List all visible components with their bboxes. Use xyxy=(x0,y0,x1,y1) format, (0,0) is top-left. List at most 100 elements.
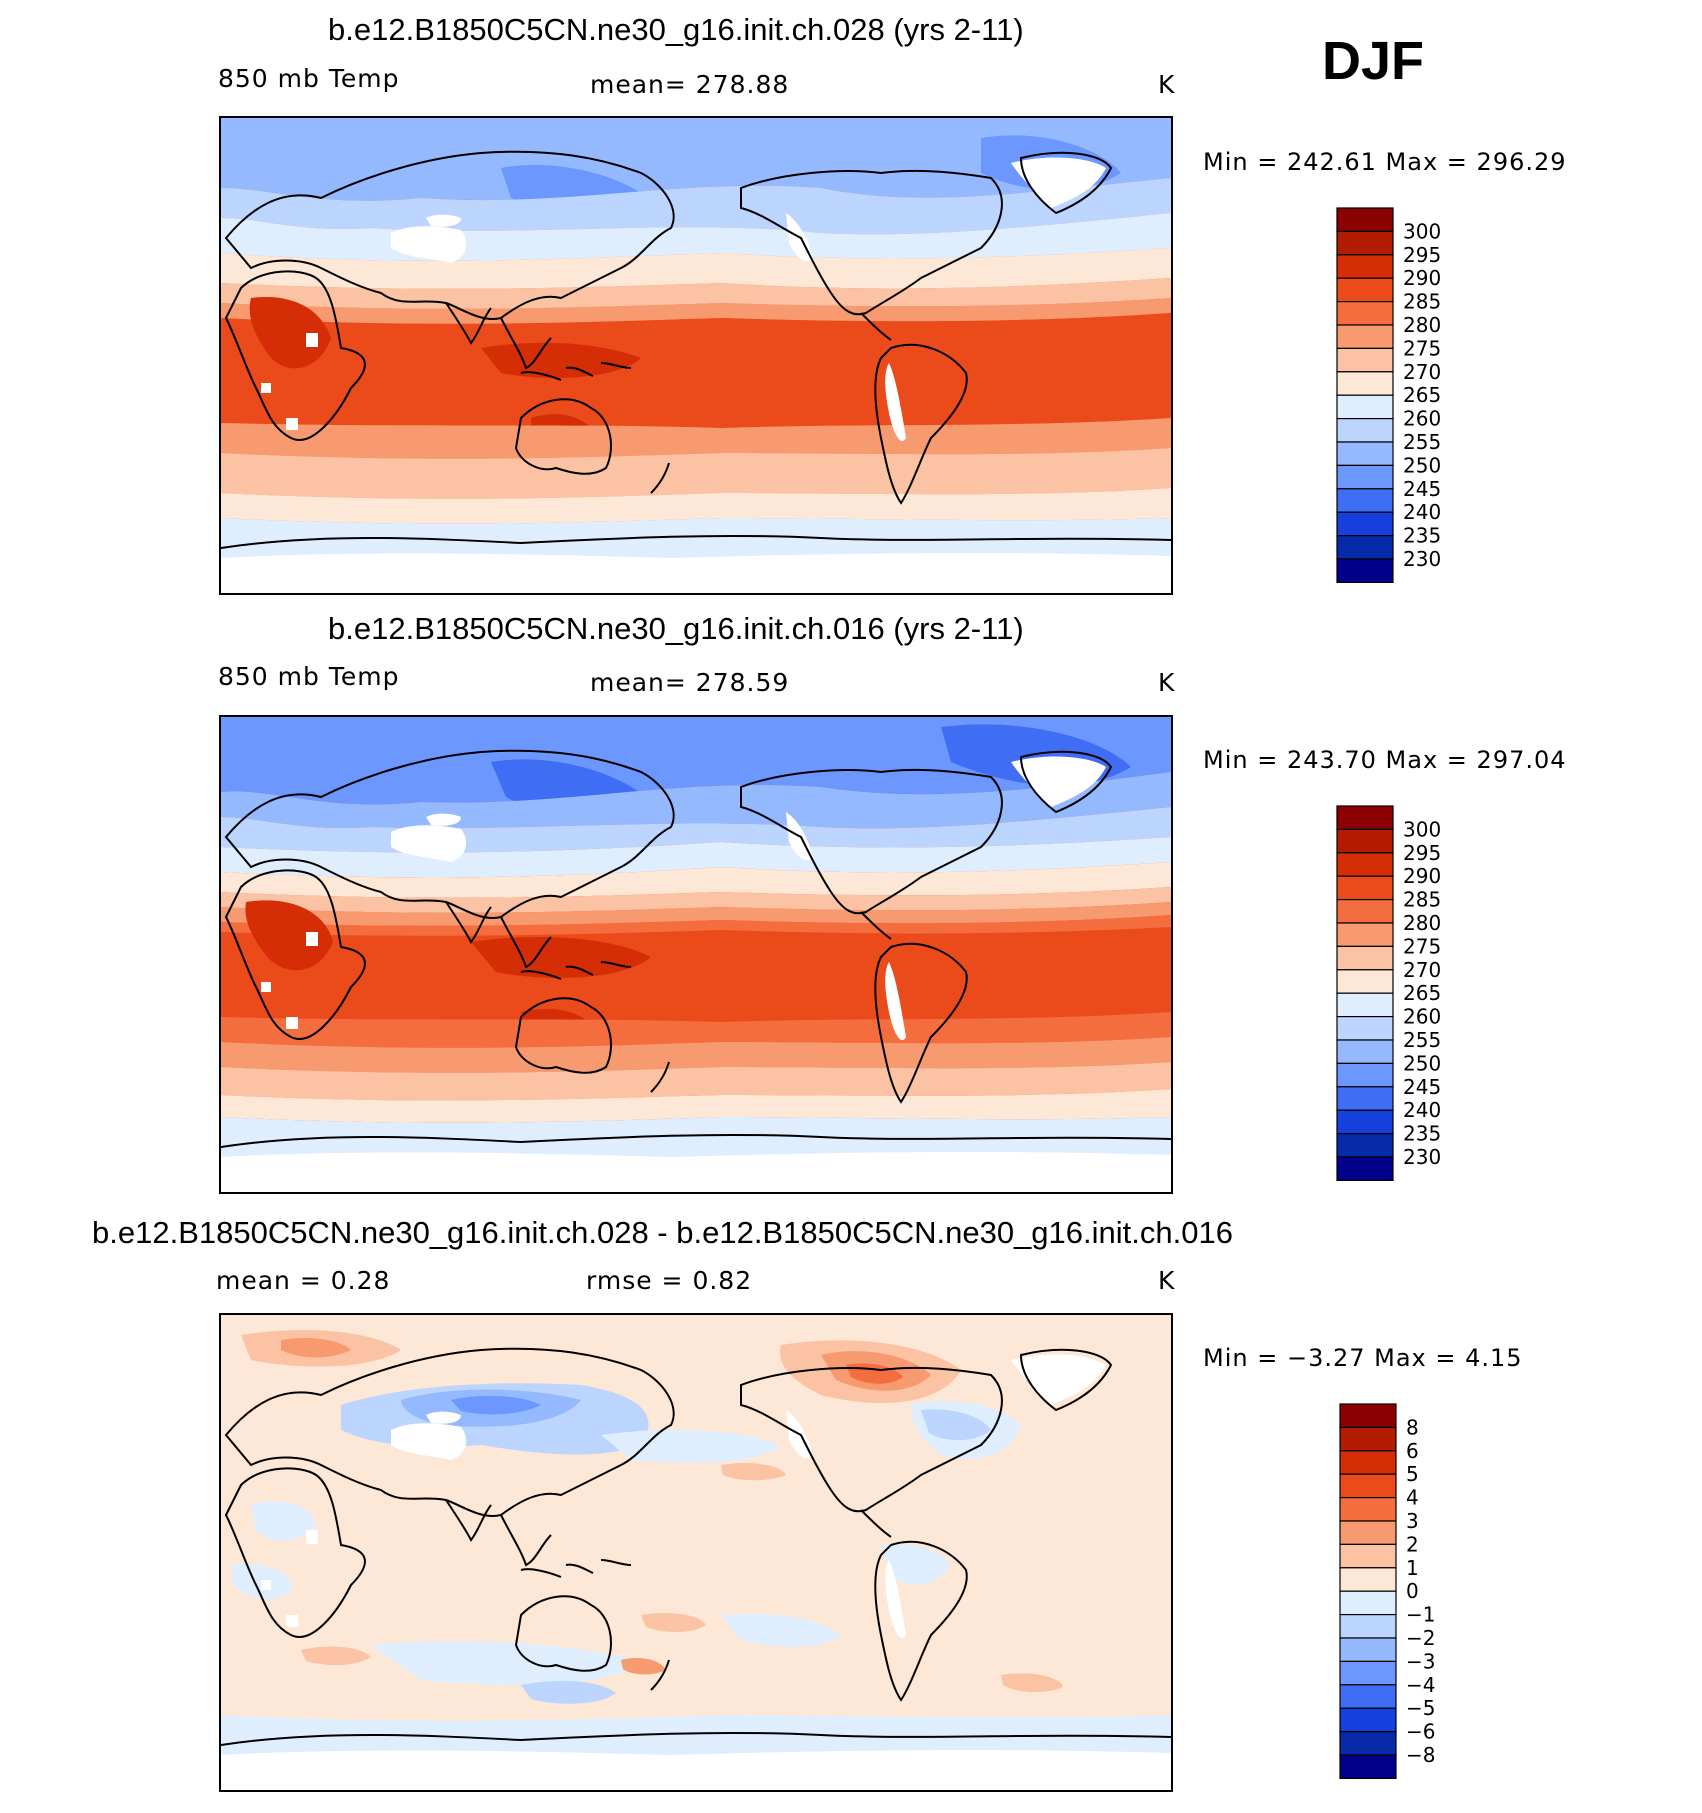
panel-2-variable: 850 mb Temp xyxy=(218,662,400,691)
colorbar-2-tick-label: 230 xyxy=(1403,1145,1441,1169)
colorbar-1-swatch xyxy=(1336,511,1394,537)
panel-2-mean: mean= 278.59 xyxy=(590,668,790,697)
panel-3-title: b.e12.B1850C5CN.ne30_g16.init.ch.028 - b… xyxy=(92,1215,1233,1250)
panel-3-colorbar: 8 6 5 4 3 2 1 0 −1 −2 −3 −4 −5 −6 −8 xyxy=(1339,1403,1470,1779)
colorbar-3-tick-label: 8 xyxy=(1406,1415,1419,1439)
colorbar-2-tick-label: 270 xyxy=(1403,958,1441,982)
panel-1-band-peach xyxy=(221,278,1171,309)
colorbar-1-swatch xyxy=(1336,441,1394,466)
colorbar-1-swatch xyxy=(1336,371,1394,396)
colorbar-2-swatch xyxy=(1336,945,1394,971)
colorbar-3-tick-label: −5 xyxy=(1406,1696,1435,1720)
colorbar-2-swatch xyxy=(1336,992,1394,1018)
panel-3-cool-pac xyxy=(601,1429,781,1463)
panel-3-cool-sa xyxy=(881,1543,951,1585)
colorbar-2-swatch xyxy=(1336,1133,1394,1158)
colorbar-3-swatch xyxy=(1339,1754,1397,1779)
colorbar-2-tick-label: 275 xyxy=(1403,934,1441,958)
panel-1-band-salmon-s xyxy=(221,418,1171,459)
colorbar-1-tick-label: 270 xyxy=(1403,360,1441,384)
colorbar-2-swatch xyxy=(1336,1086,1394,1111)
colorbar-2-swatch xyxy=(1336,852,1394,877)
panel-2-band-pale xyxy=(221,837,1171,878)
colorbar-3-tick-label: 0 xyxy=(1406,1579,1419,1603)
panel-1-band-warm xyxy=(221,313,1171,428)
colorbar-3-tick-label: −8 xyxy=(1406,1743,1435,1767)
colorbar-2-tick-label: 280 xyxy=(1403,911,1441,935)
colorbar-1-swatch xyxy=(1336,394,1394,420)
panel-1-colorbar: 300 295 290 285 280 275 270 265 260 255 250 245 240 2… xyxy=(1336,207,1467,583)
colorbar-2-swatch xyxy=(1336,805,1394,830)
colorbar-3-tick-label: 3 xyxy=(1406,1509,1419,1533)
colorbar-2-swatch xyxy=(1336,1039,1394,1064)
colorbar-2-tick-label: 260 xyxy=(1403,1005,1441,1029)
colorbar-1-swatch xyxy=(1336,207,1394,232)
colorbar-3-tick-label: 1 xyxy=(1406,1556,1419,1580)
panel-2-map xyxy=(219,715,1173,1194)
panel-2-band-cream-s xyxy=(221,1089,1171,1123)
colorbar-2-tick-label: 300 xyxy=(1403,817,1441,841)
panel-3-rmse: rmse = 0.82 xyxy=(586,1266,753,1295)
panel-1-colorbar-svg: 3002952902852802752702652602552502452402… xyxy=(1336,207,1441,583)
colorbar-1-tick-label: 245 xyxy=(1403,477,1441,501)
colorbar-3-swatch xyxy=(1339,1450,1397,1475)
panel-2-band-light-s xyxy=(221,1117,1171,1157)
panel-3-cool-asia3 xyxy=(451,1395,541,1415)
colorbar-3-swatch xyxy=(1339,1426,1397,1452)
colorbar-2-swatch xyxy=(1336,1062,1394,1088)
colorbar-1-tick-label: 290 xyxy=(1403,266,1441,290)
colorbar-3-swatch xyxy=(1339,1731,1397,1756)
colorbar-1-tick-label: 280 xyxy=(1403,313,1441,337)
colorbar-3-swatch xyxy=(1339,1637,1397,1662)
colorbar-1-tick-label: 255 xyxy=(1403,430,1441,454)
colorbar-3-tick-label: 4 xyxy=(1406,1486,1419,1510)
panel-3-map xyxy=(219,1313,1173,1792)
panel-1-variable: 850 mb Temp xyxy=(218,64,400,93)
colorbar-1-tick-label: 260 xyxy=(1403,407,1441,431)
panel-2-band-cold2 xyxy=(491,724,1131,815)
colorbar-2-swatch xyxy=(1336,875,1394,901)
colorbar-2-swatch xyxy=(1336,922,1394,947)
colorbar-1-swatch xyxy=(1336,488,1394,513)
colorbar-1-tick-label: 300 xyxy=(1403,219,1441,243)
colorbar-3-swatch xyxy=(1339,1567,1397,1592)
colorbar-2-tick-label: 295 xyxy=(1403,841,1441,865)
colorbar-3-tick-label: −4 xyxy=(1406,1673,1435,1697)
colorbar-2-tick-label: 285 xyxy=(1403,888,1441,912)
panel-3-cool-south2 xyxy=(521,1680,616,1704)
panel-3-units: K xyxy=(1158,1266,1176,1295)
panel-1-band-peach-s xyxy=(221,448,1171,499)
colorbar-2-tick-label: 240 xyxy=(1403,1098,1441,1122)
panel-3-minmax: Min = −3.27 Max = 4.15 xyxy=(1203,1344,1523,1372)
panel-2-band-orange xyxy=(221,915,1171,936)
panel-2-band-orange-s xyxy=(221,1012,1171,1048)
colorbar-3-tick-label: −2 xyxy=(1406,1626,1435,1650)
colorbar-2-swatch xyxy=(1336,828,1394,854)
colorbar-1-tick-label: 265 xyxy=(1403,383,1441,407)
colorbar-1-swatch xyxy=(1336,558,1394,583)
colorbar-1-tick-label: 275 xyxy=(1403,336,1441,360)
panel-1-band-cream xyxy=(221,248,1171,289)
panel-3-warm-arctic xyxy=(241,1330,961,1403)
colorbar-2-swatch xyxy=(1336,969,1394,994)
panel-2-minmax: Min = 243.70 Max = 297.04 xyxy=(1203,746,1567,774)
colorbar-3-swatch xyxy=(1339,1684,1397,1709)
colorbar-2-tick-label: 290 xyxy=(1403,864,1441,888)
colorbar-1-swatch xyxy=(1336,347,1394,373)
panel-3-cool-na2 xyxy=(921,1409,991,1441)
colorbar-3-tick-label: −3 xyxy=(1406,1649,1435,1673)
colorbar-1-swatch xyxy=(1336,230,1394,256)
panel-1-minmax: Min = 242.61 Max = 296.29 xyxy=(1203,148,1567,176)
panel-2-band-peach-s xyxy=(221,1062,1171,1101)
panel-1-band-cream-s xyxy=(221,488,1171,524)
panel-2-units: K xyxy=(1158,668,1176,697)
panel-1-map-svg xyxy=(221,118,1171,593)
panel-3-warm-nz xyxy=(621,1658,666,1675)
colorbar-3-tick-label: −1 xyxy=(1406,1603,1435,1627)
panel-1-band-hot xyxy=(249,297,642,448)
panel-1-title: b.e12.B1850C5CN.ne30_g16.init.ch.028 (yr… xyxy=(328,12,1024,47)
panel-2-band-cream xyxy=(221,862,1171,898)
colorbar-2-tick-label: 255 xyxy=(1403,1028,1441,1052)
panel-2-band-salmon-s xyxy=(221,1037,1171,1073)
